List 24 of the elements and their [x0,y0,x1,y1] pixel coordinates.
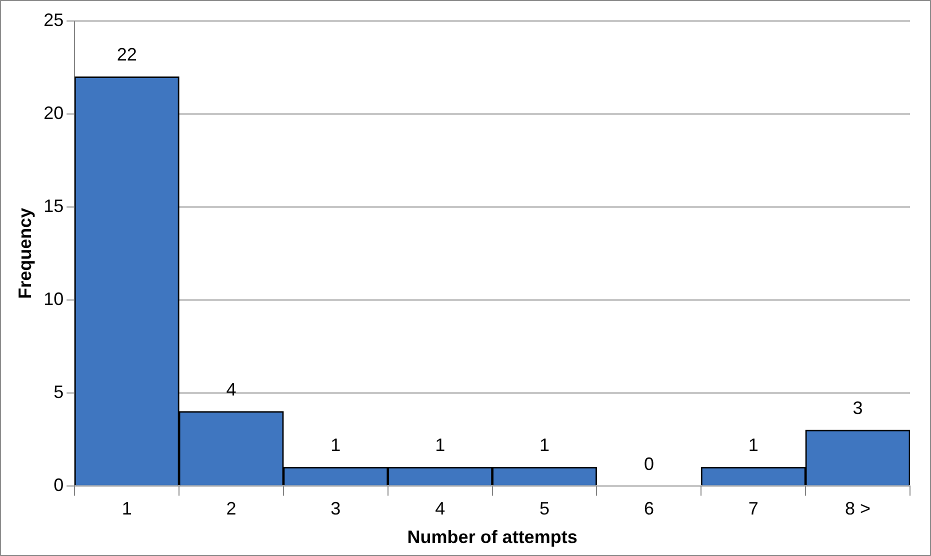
data-label: 1 [748,435,758,456]
data-label: 22 [116,44,137,65]
x-tick-label: 5 [540,498,550,519]
y-axis-title: Frequency [14,208,35,299]
x-tick-label: 2 [226,498,236,519]
x-tick-label: 4 [435,498,446,519]
x-tick-label: 8 > [845,498,871,519]
x-tick-label: 3 [330,498,341,519]
y-tick-label: 0 [54,474,64,495]
y-tick-label: 25 [44,10,64,30]
data-label: 3 [852,398,863,418]
x-tick-label: 7 [748,498,758,519]
data-label: 1 [435,435,446,456]
x-axis-title: Number of attempts [407,527,578,548]
data-label: 4 [226,379,236,400]
data-label: 0 [644,454,654,474]
data-label: 1 [540,435,550,456]
x-tick-label: 1 [122,498,132,519]
y-tick-label: 20 [44,102,64,123]
data-label: 1 [330,435,341,456]
y-tick-label: 5 [54,382,64,402]
y-tick-label: 10 [44,288,64,309]
y-tick-label: 15 [44,196,64,216]
x-tick-label: 6 [644,498,654,519]
